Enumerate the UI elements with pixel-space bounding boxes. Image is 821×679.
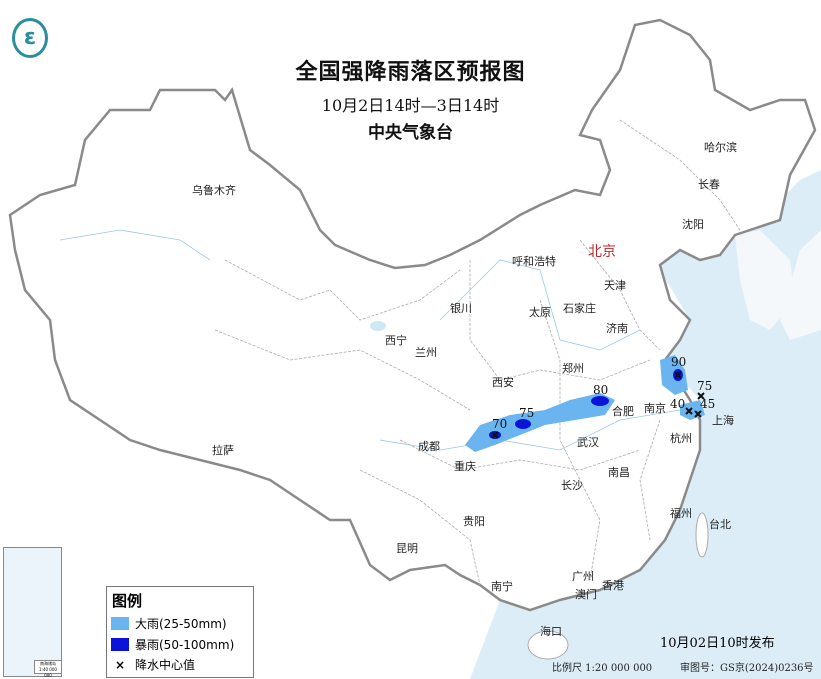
city-xining: 西宁 — [385, 334, 407, 347]
rain-center-x — [491, 431, 499, 439]
city-shenyang: 沈阳 — [682, 218, 704, 231]
city-harbin: 哈尔滨 — [704, 141, 737, 154]
forecast-period: 10月2日14时—3日14时 — [321, 96, 500, 115]
x-mark-icon: × — [114, 658, 126, 672]
publish-time: 10月02日10时发布 — [660, 636, 775, 651]
rain-center-x — [674, 371, 682, 379]
map-scale: 比例尺 1:20 000 000 — [552, 663, 653, 674]
city-hefei: 合肥 — [612, 405, 634, 418]
rain-center-value: 75 — [519, 406, 535, 420]
taiwan-island — [695, 512, 709, 558]
hainan-island — [527, 630, 569, 660]
city-macau: 澳门 — [575, 588, 597, 601]
city-yinchuan: 银川 — [450, 302, 472, 315]
city-haikou: 海口 — [540, 625, 562, 638]
city-jinan: 济南 — [606, 322, 628, 335]
city-hongkong: 香港 — [602, 579, 624, 592]
rain-center-x — [694, 410, 702, 418]
city-lanzhou: 兰州 — [415, 346, 437, 359]
legend-title: 图例 — [112, 592, 143, 610]
yellow-river — [439, 259, 641, 351]
legend-item-rainstorm: 暴雨(50-100mm) — [111, 636, 234, 653]
city-nanchang: 南昌 — [608, 466, 630, 479]
rain-center-value: 40 — [670, 397, 686, 411]
korea-peninsula — [735, 230, 795, 330]
legend-label: 降水中心值 — [135, 658, 196, 672]
rain-center-value: 75 — [697, 379, 713, 393]
city-hangzhou: 杭州 — [670, 432, 692, 445]
cma-logo-icon: ɛ — [12, 18, 48, 58]
rainstorm-area — [515, 419, 531, 429]
legend-item-center: × 降水中心值 — [111, 656, 195, 673]
city-guiyang: 贵阳 — [463, 515, 485, 528]
legend: 图例 大雨(25-50mm) 暴雨(50-100mm) × 降水中心值 — [106, 586, 254, 678]
heavy-rain-swatch — [111, 617, 129, 630]
legend-label: 大雨(25-50mm) — [135, 617, 227, 631]
rain-center-x — [697, 392, 705, 400]
city-wuhan: 武汉 — [577, 436, 599, 449]
city-zhengzhou: 郑州 — [562, 362, 584, 375]
tibet-river — [59, 229, 211, 261]
rain-center-value: 80 — [593, 383, 609, 397]
legend-label: 暴雨(50-100mm) — [135, 638, 235, 652]
province-borders — [214, 119, 741, 586]
rain-center-value: 70 — [492, 417, 508, 431]
city-tianjin: 天津 — [604, 279, 626, 292]
sea — [470, 170, 821, 679]
rain-center-x — [685, 407, 693, 415]
city-xian: 西安 — [492, 376, 514, 389]
city-taipei: 台北 — [709, 518, 731, 531]
city-lhasa: 拉萨 — [212, 444, 234, 457]
map-title: 全国强降雨落区预报图 — [295, 60, 526, 85]
rain-center-value: 45 — [700, 397, 716, 411]
rainstorm-swatch — [111, 638, 129, 651]
city-changsha: 长沙 — [561, 479, 583, 492]
rainstorm-area — [591, 396, 609, 406]
yangtze-river — [379, 409, 681, 451]
city-kunming: 昆明 — [396, 542, 418, 555]
japan — [780, 230, 821, 340]
china-border — [8, 18, 817, 612]
city-hohhot: 呼和浩特 — [512, 255, 556, 268]
issuer: 中央气象台 — [368, 123, 453, 143]
rain-center-markers — [491, 371, 705, 439]
city-shanghai: 上海 — [712, 414, 734, 427]
city-chongqing: 重庆 — [454, 460, 476, 473]
city-nanning: 南宁 — [491, 580, 513, 593]
city-changchun: 长春 — [698, 178, 720, 191]
legend-item-heavy-rain: 大雨(25-50mm) — [111, 615, 227, 632]
city-beijing: 北京 — [588, 244, 616, 260]
city-urumqi: 乌鲁木齐 — [192, 184, 236, 197]
review-number: 审图号：GS京(2024)0236号 — [680, 663, 814, 674]
city-guangzhou: 广州 — [572, 570, 594, 583]
rain-center-value: 90 — [671, 355, 687, 369]
city-chengdu: 成都 — [418, 440, 440, 453]
city-shijiazhuang: 石家庄 — [563, 302, 596, 315]
city-taiyuan: 太原 — [529, 306, 551, 319]
qinghai-lake — [370, 321, 386, 331]
heavy-rain-area-main — [465, 393, 615, 452]
city-nanjing: 南京 — [644, 402, 666, 415]
inset-scale: 南海诸岛 1:40 000 000 — [34, 660, 62, 678]
south-china-sea-inset: 南海诸岛 1:40 000 000 — [3, 547, 62, 678]
city-fuzhou: 福州 — [670, 507, 692, 520]
